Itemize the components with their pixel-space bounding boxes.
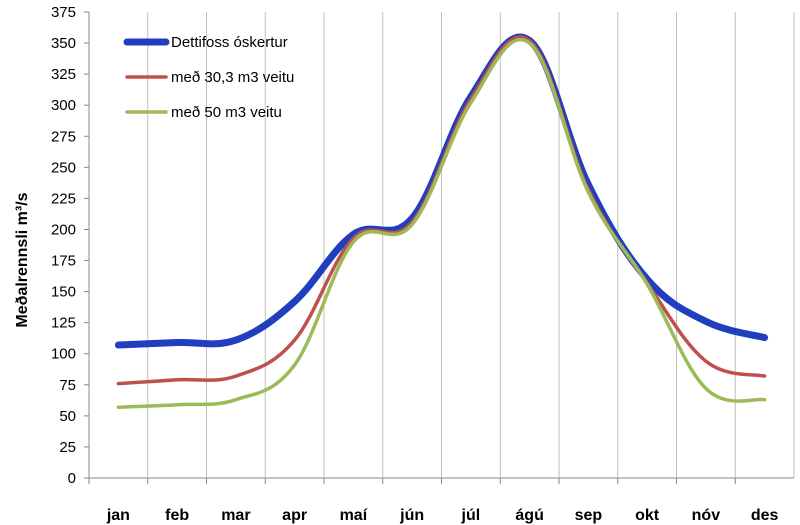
x-tick-label: feb (165, 507, 189, 524)
y-tick-label: 25 (59, 439, 76, 456)
y-tick-label: 200 (51, 221, 76, 238)
y-tick-label: 300 (51, 97, 76, 114)
x-tick-label: apr (282, 507, 307, 524)
legend-label-1: Dettifoss óskertur (171, 34, 288, 51)
x-tick-labels: jan feb mar apr maí jún júl ágú sep okt nóv des (88, 478, 779, 524)
y-tick-label: 225 (51, 190, 76, 207)
x-tick-label: nóv (692, 507, 721, 524)
x-tick-label: des (751, 507, 779, 524)
y-tick-label: 75 (59, 377, 76, 394)
x-tick-label: júl (461, 507, 481, 524)
y-tick-label: 0 (68, 470, 76, 487)
y-tick-label: 325 (51, 66, 76, 83)
x-tick-label: ágú (515, 507, 543, 524)
y-tick-label: 125 (51, 315, 76, 332)
legend-label-2: með 30,3 m3 veitu (171, 69, 294, 86)
legend-label-3: með 50 m3 veitu (171, 104, 282, 121)
x-tick-label: okt (635, 507, 660, 524)
y-tick-label: 150 (51, 284, 76, 301)
y-tick-label: 275 (51, 128, 76, 145)
legend: Dettifoss óskertur með 30,3 m3 veitu með 5… (123, 34, 294, 121)
series-lines (114, 33, 769, 409)
series-line-3 (116, 38, 767, 409)
x-tick-label: jan (106, 507, 130, 524)
y-axis-label: Meðalrennsli m³/s (14, 192, 31, 327)
y-tick-label: 175 (51, 253, 76, 270)
y-tick-label: 350 (51, 35, 76, 52)
y-tick-label: 100 (51, 346, 76, 363)
x-tick-label: sep (575, 507, 603, 524)
x-tick-label: mar (221, 507, 250, 524)
y-tick-labels: 0 25 50 75 100 125 150 175 200 225 250 275 300 325 350… (51, 4, 89, 487)
y-tick-label: 50 (59, 408, 76, 425)
x-tick-label: jún (399, 507, 424, 524)
y-tick-label: 375 (51, 4, 76, 21)
x-tick-label: maí (340, 507, 368, 524)
y-tick-label: 250 (51, 159, 76, 176)
